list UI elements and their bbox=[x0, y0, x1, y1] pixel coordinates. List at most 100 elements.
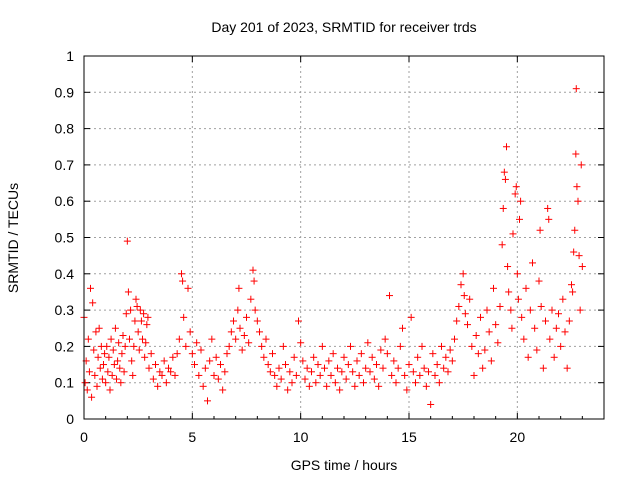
data-point bbox=[167, 368, 175, 376]
data-point bbox=[144, 313, 152, 321]
data-point bbox=[140, 310, 148, 318]
data-point bbox=[334, 364, 341, 372]
data-point bbox=[147, 350, 155, 358]
x-tick-label: 0 bbox=[80, 429, 88, 445]
data-point bbox=[210, 371, 218, 379]
data-point bbox=[386, 292, 393, 300]
data-point bbox=[375, 382, 383, 390]
data-point bbox=[292, 371, 300, 379]
data-point bbox=[258, 342, 266, 350]
data-point bbox=[505, 288, 513, 296]
y-tick-label: 0.7 bbox=[55, 157, 75, 173]
data-point bbox=[128, 357, 136, 365]
data-point bbox=[131, 317, 139, 325]
data-point bbox=[84, 335, 92, 343]
data-point bbox=[253, 317, 261, 325]
data-point bbox=[301, 375, 309, 383]
data-point bbox=[508, 324, 516, 332]
data-point bbox=[468, 342, 476, 350]
data-point bbox=[256, 328, 263, 336]
y-tick-label: 0.3 bbox=[55, 302, 75, 318]
y-tick-label: 0.5 bbox=[55, 230, 75, 246]
data-point bbox=[576, 306, 584, 314]
data-point bbox=[236, 324, 244, 332]
data-point bbox=[318, 342, 326, 350]
data-point bbox=[537, 302, 545, 310]
data-point bbox=[149, 375, 157, 383]
y-tick-label: 0 bbox=[66, 411, 74, 427]
data-point bbox=[221, 368, 229, 376]
data-point bbox=[251, 306, 259, 314]
data-point bbox=[219, 386, 227, 394]
data-point bbox=[178, 270, 185, 278]
data-point bbox=[160, 357, 168, 365]
data-point bbox=[370, 375, 378, 383]
data-point bbox=[418, 342, 426, 350]
data-point bbox=[139, 335, 146, 343]
data-point bbox=[504, 263, 512, 271]
data-point bbox=[569, 288, 577, 296]
data-point bbox=[550, 353, 558, 361]
data-point bbox=[325, 357, 333, 365]
data-point bbox=[571, 226, 579, 234]
data-point bbox=[405, 361, 413, 369]
data-point bbox=[145, 364, 153, 372]
data-point bbox=[169, 353, 177, 361]
data-point bbox=[191, 361, 198, 369]
data-point bbox=[197, 346, 205, 354]
data-point bbox=[496, 302, 504, 310]
data-point bbox=[182, 342, 190, 350]
data-point bbox=[531, 324, 539, 332]
data-point bbox=[544, 204, 552, 212]
y-tick-label: 0.8 bbox=[55, 121, 75, 137]
data-point bbox=[568, 281, 575, 289]
data-point bbox=[500, 168, 508, 176]
data-point bbox=[485, 328, 493, 336]
data-point bbox=[355, 371, 363, 379]
data-point bbox=[342, 375, 350, 383]
data-point bbox=[520, 335, 528, 343]
data-point bbox=[133, 302, 141, 310]
data-point bbox=[407, 313, 415, 321]
data-point bbox=[173, 350, 181, 358]
data-point bbox=[308, 368, 315, 376]
data-point bbox=[535, 277, 543, 285]
data-point bbox=[512, 183, 520, 191]
data-point bbox=[353, 357, 361, 365]
data-point bbox=[481, 346, 489, 354]
data-point bbox=[377, 346, 385, 354]
data-point bbox=[142, 339, 150, 347]
data-point bbox=[152, 361, 159, 369]
data-point bbox=[522, 284, 530, 292]
data-point bbox=[474, 350, 482, 358]
data-point bbox=[179, 277, 187, 285]
data-point bbox=[438, 342, 445, 350]
data-point bbox=[444, 368, 452, 376]
data-point bbox=[420, 364, 428, 372]
data-point bbox=[536, 226, 544, 234]
data-point bbox=[95, 324, 103, 332]
data-point bbox=[116, 364, 124, 372]
data-point bbox=[141, 353, 149, 361]
y-tick-label: 0.2 bbox=[55, 338, 75, 354]
data-point bbox=[429, 350, 437, 358]
data-point bbox=[303, 364, 311, 372]
data-point bbox=[122, 310, 130, 318]
data-point bbox=[206, 357, 214, 365]
data-point bbox=[403, 386, 411, 394]
data-point bbox=[526, 306, 534, 314]
data-point bbox=[134, 328, 142, 336]
data-point bbox=[351, 382, 359, 390]
data-point bbox=[509, 230, 517, 238]
data-point bbox=[507, 306, 515, 314]
data-point bbox=[466, 295, 474, 303]
data-point bbox=[414, 353, 422, 361]
data-point bbox=[440, 364, 448, 372]
data-point bbox=[461, 310, 469, 318]
data-point bbox=[154, 382, 162, 390]
data-point bbox=[516, 215, 523, 223]
data-point bbox=[175, 335, 183, 343]
data-point bbox=[492, 321, 500, 329]
data-point bbox=[331, 379, 339, 387]
data-point bbox=[366, 368, 374, 376]
